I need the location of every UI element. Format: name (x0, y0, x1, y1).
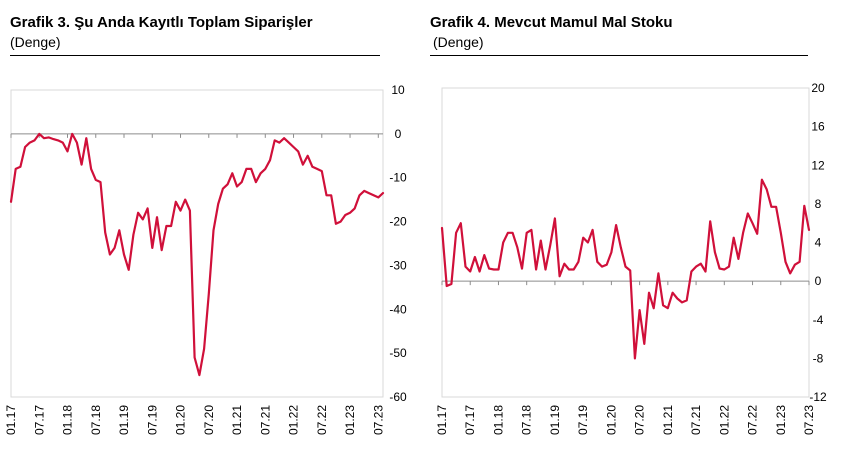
plot-frame (441, 87, 810, 398)
x-tick-label: 07.21 (689, 405, 703, 435)
x-tick-label: 01.17 (4, 405, 18, 435)
x-tick-label: 01.18 (491, 405, 505, 435)
x-tick-label: 01.17 (435, 405, 449, 435)
plot-frame (10, 89, 384, 398)
x-tick-label: 01.18 (61, 405, 75, 435)
x-tick-label: 01.22 (717, 405, 731, 435)
stock-line-chart: 01.17 07.17 01.18 07.18 01.19 07.19 01.20 07.20… (435, 81, 827, 435)
x-tick-label: 07.23 (371, 405, 385, 435)
y-tick-label: -12 (809, 390, 827, 404)
x-tick-label: 01.20 (604, 405, 618, 435)
x-tick-label: 07.18 (520, 405, 534, 435)
x-tick-label: 01.20 (174, 405, 188, 435)
chart-panel-stock: Grafik 4. Mevcut Mamul Mal Stoku (Denge)… (428, 0, 856, 476)
title-divider (10, 55, 380, 56)
y-tick-label: 0 (815, 274, 822, 288)
title-divider (430, 55, 808, 56)
x-tick-label: 01.23 (343, 405, 357, 435)
y-tick-label: -4 (813, 313, 824, 327)
x-tick-label: 07.19 (576, 405, 590, 435)
y-tick-label: 10 (391, 83, 405, 97)
chart-title: Grafik 3. Şu Anda Kayıtlı Toplam Sipariş… (10, 14, 313, 31)
x-tick-label: 01.22 (287, 405, 301, 435)
series-line (440, 178, 811, 360)
y-tick-label: 16 (811, 120, 825, 134)
y-tick-label: 8 (815, 197, 822, 211)
chart-title: Grafik 4. Mevcut Mamul Mal Stoku (430, 14, 673, 31)
x-tick-label: 07.17 (463, 405, 477, 435)
chart-subtitle: (Denge) (433, 34, 484, 50)
chart-panel-orders: Grafik 3. Şu Anda Kayıtlı Toplam Sipariş… (4, 14, 407, 435)
series-line (9, 132, 385, 377)
chart-subtitle: (Denge) (10, 34, 61, 50)
x-tick-label: 07.20 (202, 405, 216, 435)
y-tick-label: -50 (389, 346, 407, 360)
y-tick-label: -20 (389, 215, 407, 229)
y-tick-label: 12 (811, 158, 825, 172)
y-tick-label: -40 (389, 302, 407, 316)
orders-line-chart: 01.17 07.17 01.18 07.18 01.19 07.19 01.20 07.20… (4, 83, 407, 435)
y-tick-label: -8 (813, 351, 824, 365)
x-tick-label: 07.20 (633, 405, 647, 435)
x-tick-label: 07.18 (89, 405, 103, 435)
y-tick-label: 20 (811, 81, 825, 95)
y-tick-label: -30 (389, 258, 407, 272)
x-tick-label: 07.19 (145, 405, 159, 435)
y-tick-label: -10 (389, 171, 407, 185)
y-tick-label: 0 (395, 127, 402, 141)
x-tick-label: 01.23 (774, 405, 788, 435)
x-tick-label: 07.22 (315, 405, 329, 435)
y-tick-label: -60 (389, 390, 407, 404)
x-tick-label: 07.22 (746, 405, 760, 435)
x-tick-label: 07.21 (258, 405, 272, 435)
x-tick-label: 01.19 (548, 405, 562, 435)
x-tick-label: 01.21 (230, 405, 244, 435)
x-tick-label: 07.17 (32, 405, 46, 435)
y-tick-label: 4 (815, 236, 822, 250)
x-tick-label: 01.21 (661, 405, 675, 435)
x-tick-label: 07.23 (802, 405, 816, 435)
x-tick-label: 01.19 (117, 405, 131, 435)
